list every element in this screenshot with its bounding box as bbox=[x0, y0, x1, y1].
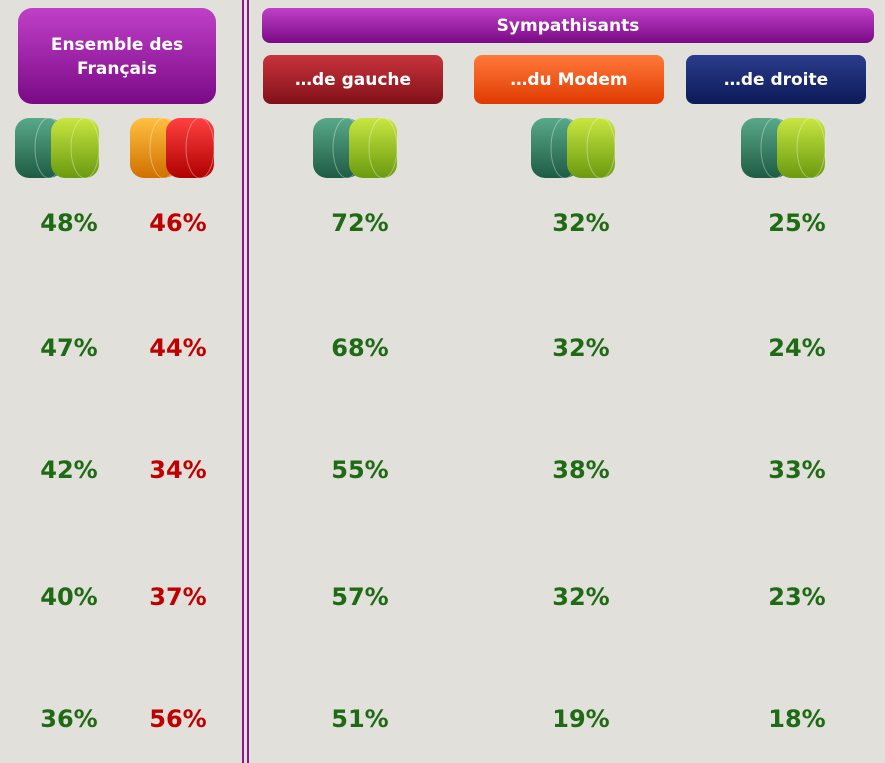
cylinder-face bbox=[586, 117, 616, 179]
subgroup-header-text: …du Modem bbox=[510, 70, 627, 90]
group-header-text: Sympathisants bbox=[497, 16, 640, 36]
subgroup-box bbox=[263, 55, 443, 104]
value: 32% bbox=[552, 334, 609, 362]
value: 36% bbox=[40, 705, 97, 733]
value: 37% bbox=[149, 583, 206, 611]
value: 34% bbox=[149, 456, 206, 484]
value: 72% bbox=[331, 209, 388, 237]
value: 47% bbox=[40, 334, 97, 362]
value: 57% bbox=[331, 583, 388, 611]
value: 24% bbox=[768, 334, 825, 362]
icons bbox=[15, 117, 826, 179]
cylinder-face bbox=[796, 117, 826, 179]
value: 33% bbox=[768, 456, 825, 484]
value: 32% bbox=[552, 583, 609, 611]
value: 32% bbox=[552, 209, 609, 237]
cylinder-face bbox=[70, 117, 100, 179]
subgroup-header-text: …de gauche bbox=[295, 70, 411, 90]
subgroup-header-text: …de droite bbox=[724, 70, 828, 90]
value: 46% bbox=[149, 209, 206, 237]
cylinder-face bbox=[185, 117, 215, 179]
value: 44% bbox=[149, 334, 206, 362]
value: 56% bbox=[149, 705, 206, 733]
value: 38% bbox=[552, 456, 609, 484]
value: 48% bbox=[40, 209, 97, 237]
group-header-box bbox=[262, 8, 874, 43]
subgroup-box bbox=[686, 55, 866, 104]
value: 55% bbox=[331, 456, 388, 484]
left-header-box bbox=[18, 8, 216, 104]
left-header-text: Ensemble des bbox=[51, 35, 183, 55]
value: 40% bbox=[40, 583, 97, 611]
value: 42% bbox=[40, 456, 97, 484]
left-header-text: Français bbox=[77, 59, 157, 79]
value: 23% bbox=[768, 583, 825, 611]
value: 19% bbox=[552, 705, 609, 733]
value: 51% bbox=[331, 705, 388, 733]
cylinder-face bbox=[368, 117, 398, 179]
subgroup-box bbox=[474, 55, 664, 104]
value: 68% bbox=[331, 334, 388, 362]
value: 18% bbox=[768, 705, 825, 733]
value: 25% bbox=[768, 209, 825, 237]
